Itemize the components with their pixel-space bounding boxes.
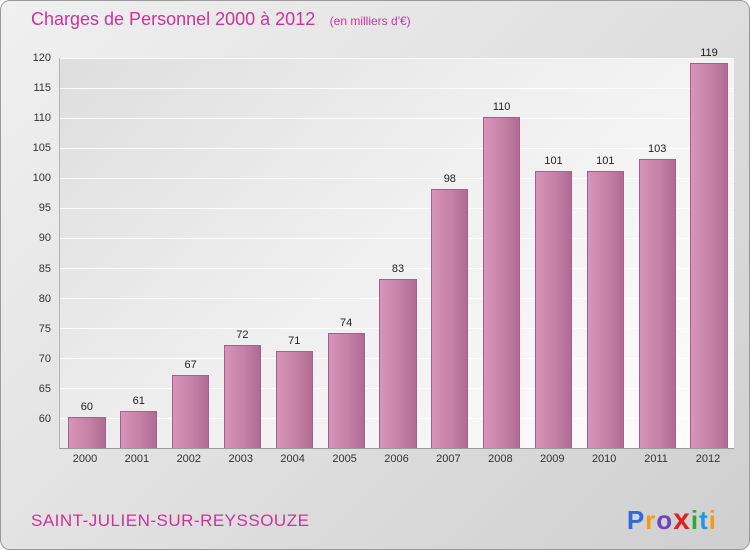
gridline <box>60 238 734 239</box>
bar-slot: 74 <box>319 58 371 448</box>
bar: 74 <box>327 317 365 448</box>
logo-letter: x <box>673 503 691 536</box>
bar-slot: 101 <box>578 58 630 448</box>
y-tick-label: 70 <box>38 352 51 365</box>
y-tick-label: 100 <box>32 172 51 185</box>
bar-slot: 119 <box>682 47 734 448</box>
bar: 110 <box>483 101 521 448</box>
bar: 103 <box>638 143 676 448</box>
x-tick-label: 2008 <box>488 453 513 465</box>
logo-letter: P <box>626 505 646 535</box>
x-tick-label: 2001 <box>124 453 150 465</box>
x-tick-label: 2010 <box>591 453 617 465</box>
bar-slot: 110 <box>475 58 527 448</box>
bar-value-label: 74 <box>340 317 353 329</box>
bar-slot: 103 <box>630 58 682 448</box>
bar-slot: 83 <box>371 58 423 448</box>
logo-letter: t <box>699 505 709 535</box>
bar-slot: 71 <box>267 58 319 448</box>
logo-letter: i <box>708 505 717 535</box>
x-tick-label: 2004 <box>280 453 305 465</box>
bar-slot: 61 <box>112 58 164 448</box>
commune-name: SAINT-JULIEN-SUR-REYSSOUZE <box>31 511 310 530</box>
y-tick-label: 85 <box>38 262 51 275</box>
bar-slot: 67 <box>164 58 216 448</box>
bar: 101 <box>534 155 573 448</box>
gridline <box>60 208 734 209</box>
bar-value-label: 103 <box>648 143 667 155</box>
bar-value-label: 98 <box>443 173 456 185</box>
bar: 83 <box>379 263 417 448</box>
x-tick-label: 2011 <box>644 453 668 465</box>
y-tick-label: 60 <box>38 412 51 425</box>
x-tick-label: 2009 <box>540 453 565 465</box>
bar: 71 <box>275 335 313 448</box>
y-tick-label: 110 <box>33 112 51 125</box>
y-tick-label: 95 <box>38 202 51 215</box>
x-tick-label: 2006 <box>384 453 409 465</box>
bar-value-label: 67 <box>184 359 197 371</box>
gridline <box>60 118 734 119</box>
bar: 72 <box>223 329 262 448</box>
x-tick-label: 2002 <box>176 453 202 465</box>
bar: 119 <box>690 47 728 448</box>
x-tick-label: 2003 <box>228 453 253 465</box>
bar-value-label: 61 <box>132 395 145 407</box>
bars-container: 60 61 67 72 71 74 83 98 110 101 101 103 119 <box>60 47 734 448</box>
bar-slot: 98 <box>423 58 475 448</box>
x-tick-label: 2007 <box>436 453 461 465</box>
logo-letter: o <box>656 505 674 535</box>
y-tick-label: 75 <box>38 322 51 335</box>
x-axis-labels: 2000 2001 2002 2003 2004 2005 2006 2007 2008 2009… <box>59 453 734 465</box>
bar-value-label: 110 <box>492 101 511 113</box>
logo-letter: i <box>690 505 700 535</box>
gridline <box>60 148 734 149</box>
y-tick-label: 120 <box>32 52 51 64</box>
bar-value-label: 60 <box>80 401 94 413</box>
y-tick-label: 65 <box>38 382 51 395</box>
x-tick-label: 2012 <box>695 453 721 465</box>
chart-region: 60 65 70 75 80 85 90 95 100 105 110 115 120 60 61 67 72… <box>1 47 734 449</box>
plot-area: 60 61 67 72 71 74 83 98 110 101 101 103 119 <box>59 47 734 449</box>
bar: 101 <box>586 155 624 448</box>
x-tick-label: 2000 <box>72 453 98 465</box>
y-tick-label: 80 <box>38 292 51 305</box>
bar-slot: 101 <box>527 58 579 448</box>
bar-value-label: 101 <box>596 155 615 167</box>
bar-slot: 60 <box>60 58 112 448</box>
gridline <box>60 88 734 89</box>
bar-value-label: 71 <box>288 335 301 347</box>
chart-header: Charges de Personnel 2000 à 2012 (en mil… <box>31 9 411 30</box>
x-tick-label: 2005 <box>332 453 357 465</box>
bar: 60 <box>68 401 106 448</box>
chart-title: Charges de Personnel 2000 à 2012 <box>31 9 316 29</box>
bar: 61 <box>120 395 158 448</box>
y-tick-label: 105 <box>32 142 51 155</box>
proxiti-logo: Proxiti <box>627 503 717 537</box>
y-tick-label: 90 <box>38 232 51 245</box>
bar-value-label: 119 <box>700 47 718 59</box>
chart-subtitle: (en milliers d'€) <box>329 14 411 28</box>
gridline <box>60 268 734 269</box>
logo-letter: r <box>645 505 657 535</box>
bar-slot: 72 <box>216 58 268 448</box>
bar-value-label: 83 <box>391 263 405 275</box>
bar: 98 <box>431 173 469 448</box>
y-axis-labels: 60 65 70 75 80 85 90 95 100 105 110 115 120 <box>1 52 55 449</box>
bar: 67 <box>171 359 210 448</box>
gridline <box>60 178 734 179</box>
y-tick-label: 115 <box>33 82 51 95</box>
bar-value-label: 101 <box>544 155 563 167</box>
gridline <box>60 58 734 59</box>
bar-value-label: 72 <box>236 329 249 341</box>
